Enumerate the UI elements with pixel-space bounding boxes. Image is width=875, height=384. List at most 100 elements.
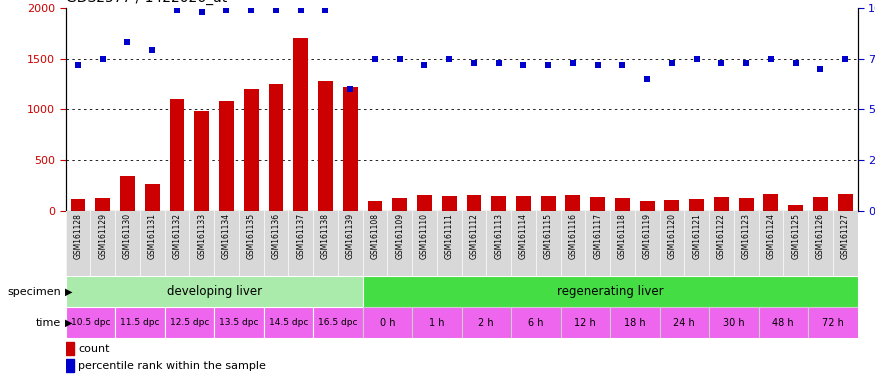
Text: GSM161134: GSM161134 (222, 213, 231, 259)
Point (640, 76, 654, 82)
Text: GSM161109: GSM161109 (396, 213, 404, 259)
Point (714, 60, 728, 66)
Point (343, 86, 357, 92)
Bar (516, 197, 531, 211)
Text: 12 h: 12 h (574, 318, 596, 328)
Text: GSM161110: GSM161110 (420, 213, 429, 259)
Text: GSM161111: GSM161111 (444, 213, 454, 259)
Text: GSM161135: GSM161135 (247, 213, 255, 259)
Point (121, 39, 135, 45)
Bar (368, 201, 382, 211)
Text: GSM161122: GSM161122 (717, 213, 726, 259)
Bar (561, 307, 610, 338)
Text: GSM161117: GSM161117 (593, 213, 602, 259)
Text: 10.5 dpc: 10.5 dpc (71, 318, 110, 327)
Text: 24 h: 24 h (674, 318, 695, 328)
Text: 72 h: 72 h (822, 318, 844, 328)
Point (95, 56, 109, 62)
Bar (145, 184, 159, 211)
Bar (66, 342, 74, 355)
Text: GSM161125: GSM161125 (791, 213, 800, 259)
Bar (462, 307, 511, 338)
Bar (66, 276, 362, 307)
Bar (442, 196, 457, 211)
Text: GSM161128: GSM161128 (74, 213, 82, 259)
Text: 14.5 dpc: 14.5 dpc (269, 318, 308, 327)
Point (145, 47, 159, 53)
Text: GSM161130: GSM161130 (123, 213, 132, 259)
Point (591, 61, 605, 68)
Point (71, 61, 85, 68)
Text: time: time (36, 318, 61, 328)
Bar (412, 307, 462, 338)
Point (417, 61, 431, 68)
Point (294, 7, 308, 13)
Point (195, 9, 209, 15)
Point (690, 56, 704, 62)
Bar (417, 195, 432, 211)
Point (615, 61, 629, 68)
Bar (788, 205, 803, 211)
Point (269, 7, 283, 13)
Text: 13.5 dpc: 13.5 dpc (219, 318, 259, 327)
Bar (244, 89, 259, 211)
Text: GSM161121: GSM161121 (692, 213, 701, 259)
Text: GSM161124: GSM161124 (766, 213, 775, 259)
Text: 2 h: 2 h (479, 318, 494, 328)
Point (788, 60, 802, 66)
Bar (511, 307, 561, 338)
Text: GSM161112: GSM161112 (469, 213, 479, 259)
Point (467, 60, 481, 66)
Bar (362, 276, 858, 307)
Bar (690, 199, 704, 211)
Bar (219, 101, 234, 211)
Text: GSM161113: GSM161113 (494, 213, 503, 259)
Text: GSM161120: GSM161120 (668, 213, 676, 259)
Text: count: count (78, 344, 109, 354)
Text: GSM161132: GSM161132 (172, 213, 181, 259)
Text: 18 h: 18 h (624, 318, 646, 328)
Bar (640, 201, 654, 211)
Text: GSM161131: GSM161131 (148, 213, 157, 259)
Bar (170, 99, 185, 211)
Text: GDS2577 / 1422026_at: GDS2577 / 1422026_at (66, 0, 227, 5)
Text: GSM161133: GSM161133 (197, 213, 206, 259)
Bar (808, 307, 858, 338)
Bar (164, 307, 214, 338)
Bar (764, 194, 779, 211)
Text: ▶: ▶ (65, 287, 73, 297)
Text: 0 h: 0 h (380, 318, 396, 328)
Point (814, 66, 828, 72)
Text: GSM161129: GSM161129 (98, 213, 108, 259)
Bar (71, 199, 86, 211)
Bar (660, 307, 709, 338)
Bar (269, 84, 284, 211)
Text: percentile rank within the sample: percentile rank within the sample (78, 361, 266, 371)
Point (318, 7, 332, 13)
Bar (293, 38, 308, 211)
Text: 11.5 dpc: 11.5 dpc (120, 318, 159, 327)
Text: GSM161123: GSM161123 (742, 213, 751, 259)
Point (170, 7, 184, 13)
Point (541, 61, 555, 68)
Point (244, 7, 258, 13)
Bar (466, 195, 481, 211)
Text: GSM161139: GSM161139 (346, 213, 354, 259)
Bar (214, 307, 263, 338)
Point (492, 60, 506, 66)
Text: developing liver: developing liver (166, 285, 262, 298)
Bar (392, 198, 407, 211)
Text: ▶: ▶ (65, 318, 73, 328)
Text: GSM161127: GSM161127 (841, 213, 850, 259)
Text: 16.5 dpc: 16.5 dpc (318, 318, 358, 327)
Text: 30 h: 30 h (723, 318, 745, 328)
Point (393, 56, 407, 62)
Point (516, 61, 530, 68)
Text: 1 h: 1 h (429, 318, 444, 328)
Text: regenerating liver: regenerating liver (556, 285, 663, 298)
Text: 12.5 dpc: 12.5 dpc (170, 318, 209, 327)
Bar (664, 200, 679, 211)
Text: GSM161115: GSM161115 (543, 213, 553, 259)
Bar (116, 307, 164, 338)
Bar (194, 111, 209, 211)
